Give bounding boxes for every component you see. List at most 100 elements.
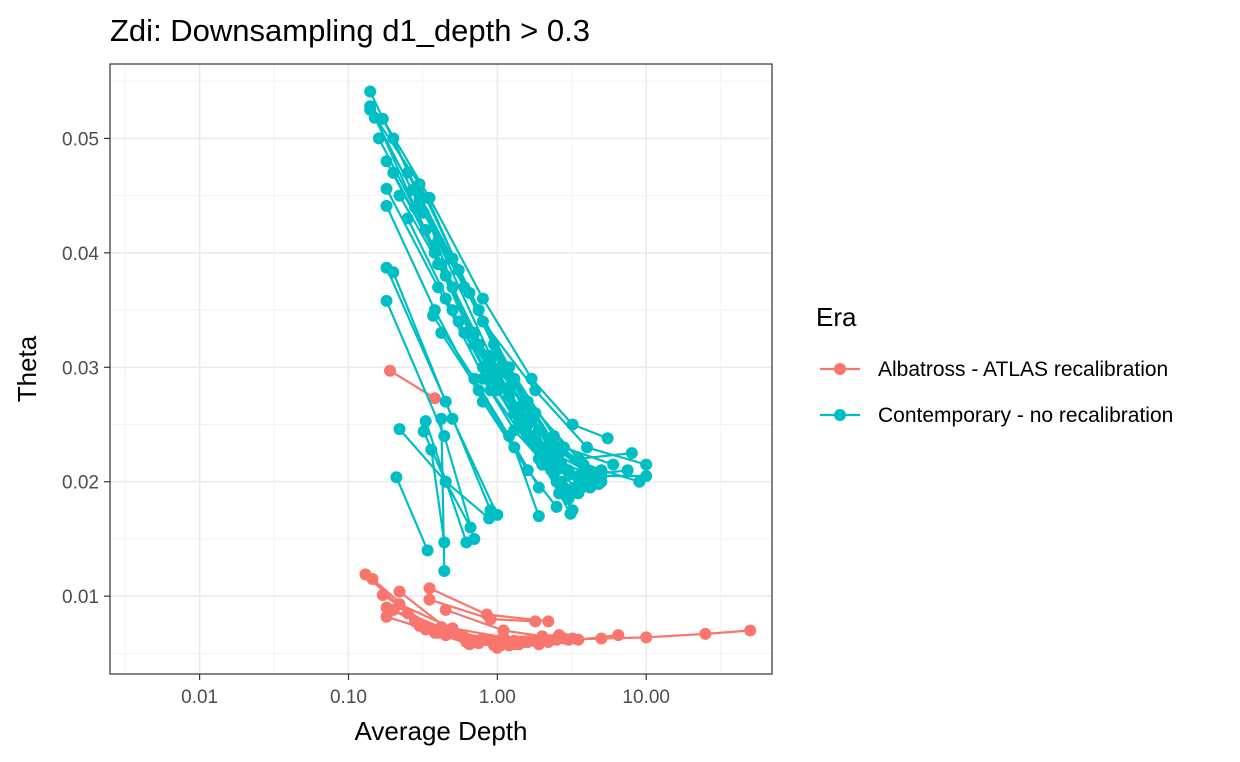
data-point: [508, 638, 521, 651]
data-point: [532, 481, 545, 494]
data-point: [542, 615, 555, 628]
data-point: [491, 384, 504, 397]
legend-marker: [834, 363, 846, 375]
x-tick-label: 0.10: [330, 687, 367, 708]
data-point: [532, 510, 545, 523]
series-line: [430, 449, 446, 543]
data-point: [575, 481, 588, 494]
data-point: [595, 470, 608, 482]
data-point: [438, 565, 451, 577]
plot-background: [110, 64, 772, 674]
data-point: [472, 338, 485, 351]
x-axis-title: Average Depth: [355, 716, 528, 746]
data-point: [480, 349, 493, 362]
y-tick-label: 0.03: [62, 358, 99, 379]
data-point: [393, 423, 406, 436]
data-point: [625, 447, 638, 460]
data-point: [463, 638, 476, 651]
data-point: [476, 395, 489, 408]
y-tick-label: 0.05: [62, 129, 99, 150]
data-point: [555, 458, 568, 471]
data-point: [439, 475, 452, 488]
legend-title: Era: [816, 302, 857, 332]
data-point: [439, 292, 452, 305]
data-point: [472, 384, 485, 397]
data-point: [553, 487, 566, 500]
data-point: [488, 338, 500, 351]
data-point: [566, 418, 579, 431]
data-point: [446, 281, 459, 294]
data-point: [508, 441, 521, 454]
data-point: [513, 412, 526, 425]
data-point: [423, 582, 436, 595]
data-point: [550, 500, 563, 513]
data-point: [387, 132, 400, 145]
data-point: [432, 235, 445, 248]
data-point: [428, 246, 441, 259]
data-point: [380, 155, 393, 168]
data-point: [483, 512, 496, 525]
data-point: [491, 349, 504, 362]
data-point: [505, 378, 518, 391]
data-point: [401, 166, 414, 179]
x-axis: 0.01 0.10 1.00 10.00: [181, 674, 670, 708]
data-point: [472, 304, 485, 317]
data-point: [525, 634, 538, 647]
data-point: [428, 392, 441, 405]
data-point: [435, 412, 448, 425]
data-point: [491, 372, 504, 385]
series-line: [440, 332, 540, 517]
data-point: [423, 593, 436, 606]
series-albatross: [359, 364, 757, 654]
data-point: [503, 361, 516, 374]
data-point: [435, 621, 448, 634]
data-point: [744, 624, 757, 637]
data-point: [640, 470, 653, 482]
data-point: [542, 636, 555, 648]
data-point: [581, 441, 593, 454]
data-point: [380, 294, 393, 307]
data-point: [446, 412, 459, 425]
data-point: [595, 632, 608, 645]
data-point: [401, 212, 414, 225]
data-point: [387, 266, 400, 279]
series-line: [395, 476, 429, 551]
data-point: [517, 395, 530, 408]
data-point: [439, 269, 452, 282]
data-point: [484, 361, 497, 374]
data-point: [564, 507, 577, 520]
data-point: [417, 425, 430, 438]
data-point: [432, 281, 445, 294]
series-contemporary: [364, 85, 653, 577]
legend: Era Albatross - ATLAS recalibration Conte…: [816, 302, 1173, 427]
data-point: [476, 292, 489, 305]
data-point: [464, 521, 477, 534]
data-point: [640, 458, 653, 471]
data-point: [640, 631, 653, 644]
data-point: [438, 430, 451, 442]
data-point: [521, 464, 534, 477]
x-tick-label: 0.01: [181, 687, 218, 708]
data-point: [419, 415, 432, 428]
legend-items: Albatross - ATLAS recalibration Contempor…: [820, 358, 1173, 427]
data-point: [503, 389, 516, 402]
plot-data: [359, 85, 757, 654]
data-point: [547, 430, 560, 442]
data-point: [446, 252, 459, 265]
data-point: [494, 361, 507, 374]
data-point: [387, 603, 400, 616]
legend-label: Contemporary - no recalibration: [878, 404, 1173, 427]
data-point: [452, 315, 465, 328]
data-point: [521, 430, 534, 442]
data-point: [401, 607, 414, 620]
data-point: [699, 627, 712, 640]
data-point: [468, 372, 481, 385]
series-line: [432, 315, 540, 489]
legend-marker: [834, 409, 846, 421]
data-point: [406, 183, 419, 196]
data-point: [555, 475, 568, 488]
data-point: [419, 623, 432, 636]
data-point: [435, 326, 448, 339]
data-point: [468, 326, 481, 339]
